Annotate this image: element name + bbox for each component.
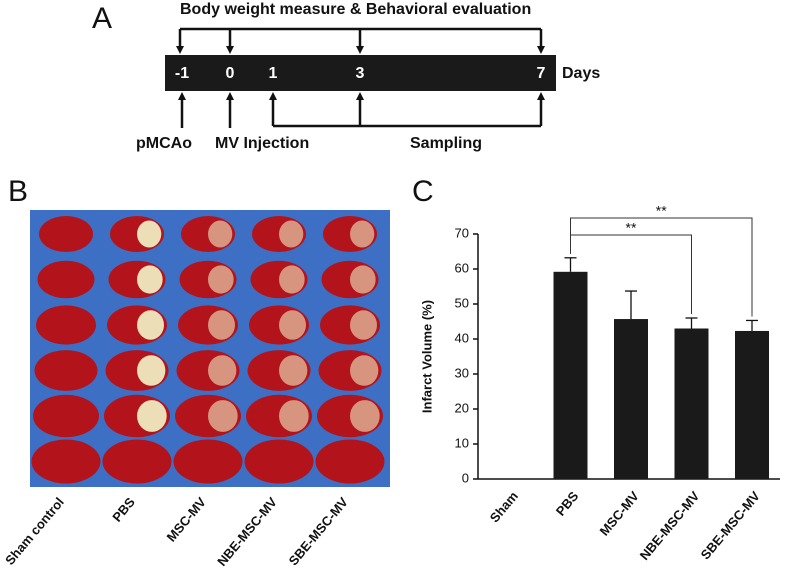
day: 3 xyxy=(356,65,365,82)
days-unit: Days xyxy=(562,65,600,82)
brain-slice xyxy=(34,350,98,391)
day: 7 xyxy=(537,65,546,82)
x-tick-label: MSC-MV xyxy=(597,488,643,538)
panel-label: A xyxy=(92,2,112,35)
day: 1 xyxy=(269,65,278,82)
infarct-area xyxy=(279,265,305,294)
infarct-area xyxy=(279,220,304,248)
infarct-area xyxy=(208,310,235,340)
significance-label: ** xyxy=(626,220,637,236)
bar xyxy=(735,330,769,479)
brain-slice xyxy=(33,394,99,438)
brain-slice xyxy=(39,216,93,252)
timeline-title: Body weight measure & Behavioral evaluat… xyxy=(180,1,531,18)
y-axis-label: Infarct Volume (%) xyxy=(419,300,434,413)
y-tick-label: 50 xyxy=(455,295,469,310)
infarct-area xyxy=(137,310,164,340)
infarct-area xyxy=(279,400,309,432)
panel-label: B xyxy=(8,175,28,208)
y-tick-label: 60 xyxy=(455,260,469,275)
infarct-area xyxy=(208,355,237,386)
y-tick-label: 70 xyxy=(455,225,469,240)
x-tick-label: Sham xyxy=(487,488,521,525)
brain-slice xyxy=(244,439,314,484)
infarct-area xyxy=(350,400,380,432)
timeline-arrows xyxy=(176,27,545,128)
day: -1 xyxy=(175,65,189,82)
column-label: MSC-MV xyxy=(164,494,210,544)
brain-slice xyxy=(36,305,96,345)
error-bar xyxy=(564,257,577,272)
infarct-area xyxy=(208,400,238,432)
error-bar xyxy=(685,317,698,329)
infarct-area xyxy=(279,310,306,340)
error-bar xyxy=(746,319,758,331)
significance-label: ** xyxy=(656,203,667,219)
bar xyxy=(614,319,648,479)
event-label: MV Injection xyxy=(215,135,309,152)
column-label: PBS xyxy=(109,494,138,524)
y-tick-label: 20 xyxy=(455,400,469,415)
x-tick-label: NBE-MSC-MV xyxy=(637,488,703,563)
event-label: pMCAo xyxy=(136,135,192,152)
y-tick-label: 30 xyxy=(455,365,469,380)
column-label: NBE-MSC-MV xyxy=(214,494,280,569)
event-label: Sampling xyxy=(410,135,482,152)
y-tick-label: 0 xyxy=(462,470,469,485)
y-tick-label: 40 xyxy=(455,330,469,345)
infarct-area xyxy=(350,220,375,248)
infarct-area xyxy=(350,310,377,340)
column-label: SBE-MSC-MV xyxy=(286,494,352,568)
brain-slice xyxy=(102,439,172,484)
infarct-area xyxy=(350,265,376,294)
brain-slice xyxy=(31,439,101,484)
bar xyxy=(674,328,709,479)
panel-label: C xyxy=(412,175,434,208)
infarct-area xyxy=(208,220,233,248)
x-tick-label: PBS xyxy=(553,488,582,518)
y-tick-label: 10 xyxy=(455,435,469,450)
infarct-area xyxy=(137,265,163,294)
infarct-area xyxy=(350,355,379,386)
infarct-area xyxy=(137,355,166,386)
column-label: Sham control xyxy=(2,494,67,567)
infarct-area xyxy=(279,355,308,386)
infarct-area xyxy=(137,220,162,248)
infarct-area xyxy=(208,265,234,294)
brain-slice xyxy=(173,439,243,484)
error-bar xyxy=(625,290,637,320)
timeline-bar xyxy=(165,55,556,91)
x-tick-label: SBE-MSC-MV xyxy=(698,488,764,562)
significance-bracket xyxy=(570,217,753,317)
brain-slice xyxy=(315,439,385,484)
brain-slice xyxy=(37,260,95,299)
infarct-area xyxy=(137,400,167,432)
day: 0 xyxy=(226,65,235,82)
bar xyxy=(553,271,588,479)
